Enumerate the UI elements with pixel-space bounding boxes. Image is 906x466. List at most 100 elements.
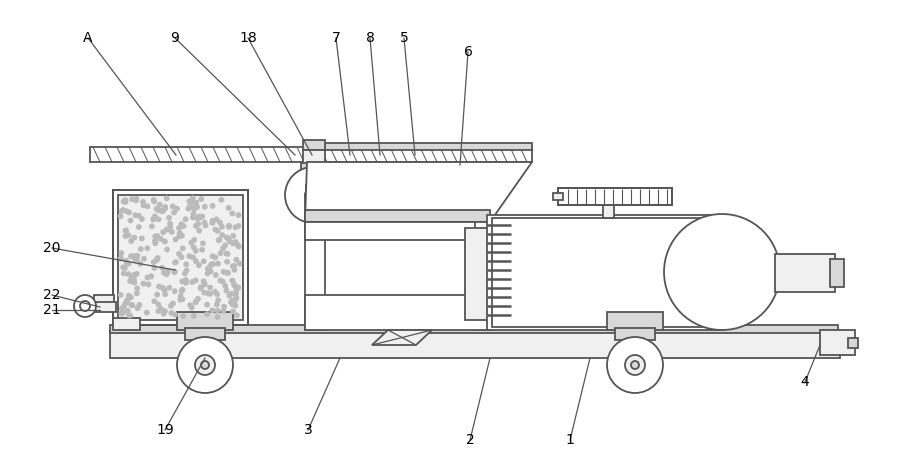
Circle shape bbox=[126, 308, 130, 313]
Circle shape bbox=[210, 308, 215, 313]
Bar bbox=[487, 215, 722, 330]
Circle shape bbox=[191, 212, 196, 216]
Circle shape bbox=[236, 244, 241, 249]
Circle shape bbox=[217, 238, 221, 242]
Circle shape bbox=[218, 251, 223, 255]
Bar bbox=[306, 185, 320, 205]
Circle shape bbox=[228, 300, 233, 304]
Circle shape bbox=[153, 239, 158, 243]
Circle shape bbox=[145, 204, 149, 208]
Bar bbox=[197, 338, 213, 350]
Circle shape bbox=[127, 313, 131, 318]
Circle shape bbox=[219, 198, 224, 202]
Circle shape bbox=[130, 277, 133, 281]
Bar bbox=[90, 147, 307, 162]
Text: A: A bbox=[83, 31, 92, 45]
Circle shape bbox=[155, 234, 159, 238]
Circle shape bbox=[225, 252, 228, 256]
Circle shape bbox=[203, 205, 207, 209]
Circle shape bbox=[180, 246, 185, 251]
Circle shape bbox=[233, 240, 237, 244]
Bar bbox=[307, 147, 532, 162]
Circle shape bbox=[174, 260, 178, 264]
Circle shape bbox=[216, 298, 220, 302]
Circle shape bbox=[164, 272, 169, 276]
Circle shape bbox=[74, 295, 96, 317]
Circle shape bbox=[163, 292, 168, 296]
Text: 19: 19 bbox=[156, 423, 174, 437]
Circle shape bbox=[161, 311, 166, 316]
Circle shape bbox=[135, 286, 140, 291]
Circle shape bbox=[168, 227, 172, 232]
Circle shape bbox=[193, 278, 198, 283]
Circle shape bbox=[233, 225, 237, 229]
Circle shape bbox=[140, 200, 145, 204]
Circle shape bbox=[210, 254, 215, 259]
Text: 1: 1 bbox=[565, 433, 574, 447]
Circle shape bbox=[173, 237, 178, 241]
Circle shape bbox=[125, 261, 130, 265]
Circle shape bbox=[205, 312, 209, 316]
Circle shape bbox=[177, 337, 233, 393]
Circle shape bbox=[231, 309, 235, 314]
Circle shape bbox=[151, 198, 156, 202]
Circle shape bbox=[170, 204, 175, 209]
Circle shape bbox=[134, 197, 139, 201]
Circle shape bbox=[218, 278, 223, 283]
Circle shape bbox=[197, 263, 201, 267]
Circle shape bbox=[216, 308, 220, 313]
Circle shape bbox=[221, 270, 226, 274]
Circle shape bbox=[154, 258, 159, 262]
Circle shape bbox=[177, 252, 181, 256]
Circle shape bbox=[145, 275, 149, 280]
Circle shape bbox=[311, 193, 315, 197]
Bar bbox=[848, 338, 858, 348]
Circle shape bbox=[195, 205, 199, 209]
Bar bbox=[110, 325, 838, 333]
Circle shape bbox=[178, 231, 182, 235]
Bar bbox=[775, 254, 835, 292]
Circle shape bbox=[232, 282, 236, 286]
Circle shape bbox=[188, 200, 193, 205]
Circle shape bbox=[127, 210, 131, 215]
Circle shape bbox=[135, 291, 140, 295]
Circle shape bbox=[140, 236, 144, 240]
Circle shape bbox=[153, 234, 158, 239]
Circle shape bbox=[226, 237, 231, 241]
Circle shape bbox=[141, 203, 146, 207]
Circle shape bbox=[149, 274, 153, 279]
Circle shape bbox=[194, 200, 198, 205]
Circle shape bbox=[183, 271, 187, 276]
Circle shape bbox=[198, 215, 202, 220]
Circle shape bbox=[178, 294, 183, 298]
Circle shape bbox=[220, 233, 225, 237]
Circle shape bbox=[217, 220, 222, 225]
Circle shape bbox=[169, 225, 172, 229]
Circle shape bbox=[119, 256, 123, 260]
Circle shape bbox=[179, 289, 184, 293]
Circle shape bbox=[201, 241, 205, 246]
Circle shape bbox=[127, 294, 131, 298]
Circle shape bbox=[123, 234, 128, 238]
Circle shape bbox=[221, 309, 226, 313]
Circle shape bbox=[210, 204, 215, 208]
Circle shape bbox=[129, 239, 133, 243]
Circle shape bbox=[130, 274, 134, 279]
Circle shape bbox=[121, 199, 126, 204]
Circle shape bbox=[207, 285, 212, 290]
Circle shape bbox=[203, 282, 207, 287]
Bar bbox=[177, 312, 233, 330]
Circle shape bbox=[132, 254, 137, 259]
Circle shape bbox=[163, 309, 167, 313]
Circle shape bbox=[181, 314, 186, 318]
Circle shape bbox=[234, 297, 238, 302]
Circle shape bbox=[203, 223, 207, 228]
Circle shape bbox=[231, 233, 236, 238]
Circle shape bbox=[236, 224, 240, 228]
Text: 2: 2 bbox=[466, 433, 475, 447]
Bar bbox=[558, 188, 672, 205]
Circle shape bbox=[226, 224, 231, 228]
Circle shape bbox=[230, 211, 235, 216]
Circle shape bbox=[226, 252, 230, 256]
Circle shape bbox=[235, 313, 239, 317]
